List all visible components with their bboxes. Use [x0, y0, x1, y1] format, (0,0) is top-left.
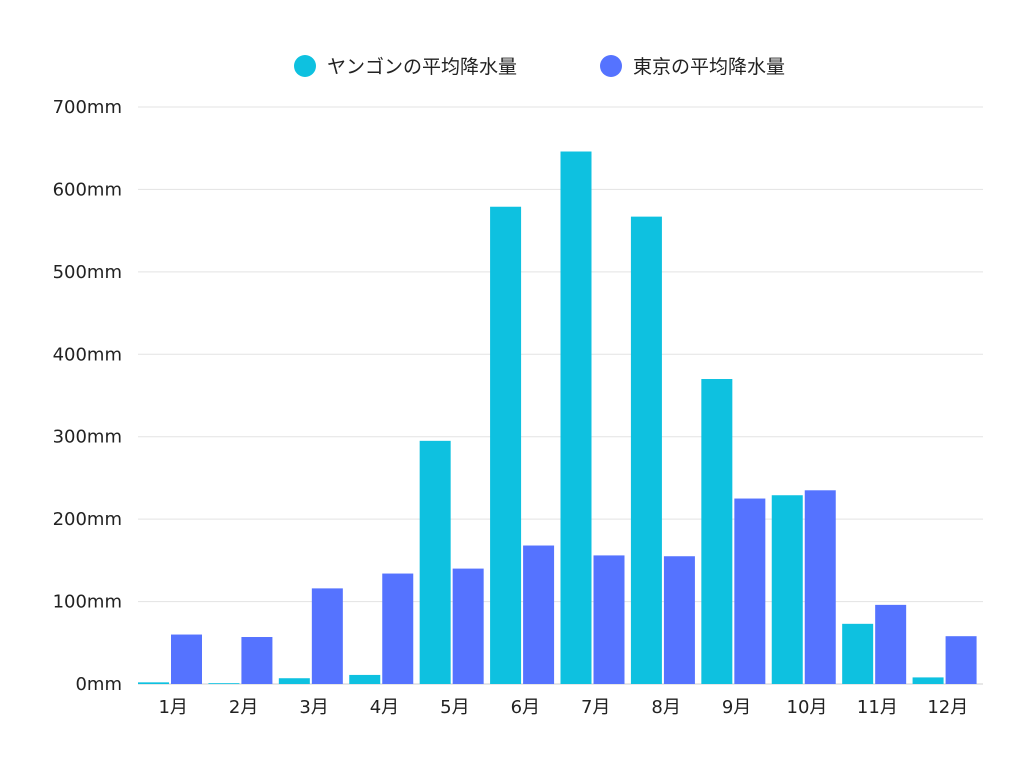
bar-tokyo-3 — [311, 588, 343, 684]
bar-tokyo-10 — [804, 490, 836, 684]
x-tick-label: 4月 — [370, 697, 399, 718]
x-tick-label: 5月 — [440, 697, 469, 718]
x-axis: 1月 2月 3月 4月 5月 6月 7月 8月 9月 10月 11月 12月 — [158, 697, 968, 718]
bar-yangon-10 — [771, 495, 803, 684]
legend-item-tokyo[interactable]: 東京の平均降水量 — [600, 55, 785, 78]
bar-tokyo-9 — [734, 498, 766, 684]
y-axis: 0mm 100mm 200mm 300mm 400mm 500mm 600mm 700mm — [53, 97, 122, 695]
y-tick-label: 200mm — [53, 509, 122, 530]
y-tick-label: 100mm — [53, 592, 122, 613]
bar-tokyo-2 — [241, 637, 273, 684]
x-tick-label: 11月 — [857, 697, 898, 718]
x-tick-label: 10月 — [787, 697, 828, 718]
bar-yangon-2 — [208, 683, 240, 684]
legend-swatch — [294, 55, 316, 77]
y-tick-label: 700mm — [53, 97, 122, 118]
y-tick-label: 600mm — [53, 179, 122, 200]
x-tick-label: 3月 — [299, 697, 328, 718]
bar-yangon-4 — [349, 674, 381, 684]
bar-tokyo-5 — [452, 568, 484, 684]
x-tick-label: 8月 — [651, 697, 680, 718]
bar-tokyo-12 — [945, 636, 977, 684]
x-tick-label: 1月 — [158, 697, 187, 718]
x-tick-label: 9月 — [722, 697, 751, 718]
bar-tokyo-4 — [382, 573, 414, 684]
bar-tokyo-11 — [875, 604, 907, 684]
y-tick-label: 500mm — [53, 262, 122, 283]
bar-yangon-9 — [701, 379, 733, 684]
x-tick-label: 6月 — [511, 697, 540, 718]
legend-swatch — [600, 55, 622, 77]
bar-tokyo-7 — [593, 555, 625, 684]
x-tick-label: 7月 — [581, 697, 610, 718]
bar-yangon-6 — [490, 206, 522, 684]
bar-yangon-3 — [278, 678, 310, 684]
bar-yangon-1 — [138, 682, 169, 684]
legend-item-yangon[interactable]: ヤンゴンの平均降水量 — [294, 55, 517, 78]
legend: ヤンゴンの平均降水量 東京の平均降水量 — [294, 55, 785, 78]
bar-tokyo-8 — [663, 556, 695, 684]
x-tick-label: 12月 — [927, 697, 968, 718]
bar-yangon-12 — [912, 677, 944, 684]
y-tick-label: 0mm — [75, 674, 122, 695]
legend-label: 東京の平均降水量 — [633, 56, 785, 78]
bar-yangon-8 — [630, 216, 662, 684]
y-tick-label: 300mm — [53, 427, 122, 448]
x-tick-label: 2月 — [229, 697, 258, 718]
bar-yangon-11 — [842, 623, 874, 684]
bar-tokyo-6 — [523, 545, 555, 684]
bar-yangon-7 — [560, 151, 592, 685]
y-tick-label: 400mm — [53, 344, 122, 365]
legend-label: ヤンゴンの平均降水量 — [327, 56, 517, 78]
bar-yangon-5 — [419, 440, 451, 684]
bar-tokyo-1 — [171, 634, 202, 684]
bars — [138, 151, 977, 685]
